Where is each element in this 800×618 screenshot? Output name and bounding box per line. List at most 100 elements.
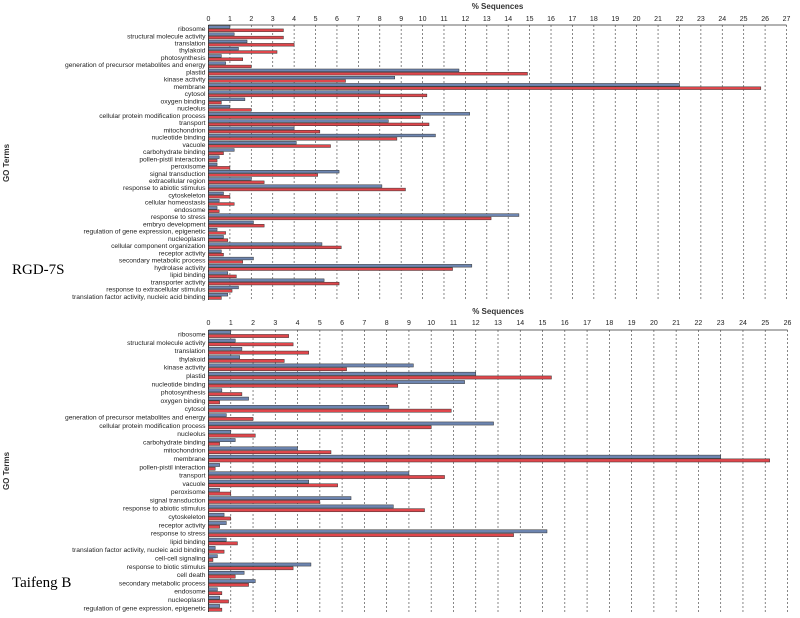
category-label: generation of precursor metabolites and … bbox=[65, 414, 206, 421]
bar-blue bbox=[208, 537, 227, 542]
category-label: cellular protein modification process bbox=[99, 113, 206, 120]
bar-blue bbox=[208, 177, 252, 181]
x-tick-label: 9 bbox=[399, 16, 403, 23]
bar-blue bbox=[208, 90, 381, 94]
bar-red bbox=[208, 274, 237, 278]
bar-blue bbox=[208, 293, 229, 297]
bar-red bbox=[208, 115, 421, 119]
x-tick-label: 4 bbox=[292, 16, 296, 23]
bar-blue bbox=[208, 521, 227, 525]
bar-red bbox=[208, 417, 254, 421]
bar-blue bbox=[208, 579, 256, 583]
x-tick-label: 10 bbox=[419, 16, 427, 23]
bar-blue bbox=[208, 371, 476, 376]
category-label: endosome bbox=[174, 207, 206, 214]
bar-red bbox=[208, 566, 294, 571]
x-tick-label: 2 bbox=[249, 16, 253, 23]
bar-blue bbox=[208, 68, 460, 72]
bar-blue bbox=[208, 546, 216, 550]
category-label: ribosome bbox=[178, 26, 206, 33]
category-label: generation of precursor metabolites and … bbox=[65, 62, 206, 69]
bar-blue bbox=[208, 75, 395, 80]
bar-red bbox=[208, 508, 425, 513]
bar-blue bbox=[208, 570, 245, 575]
x-tick-label: 20 bbox=[633, 16, 641, 23]
x-tick-label: 19 bbox=[628, 320, 636, 327]
x-tick-label: 0 bbox=[207, 16, 211, 23]
bar-blue bbox=[208, 126, 295, 130]
bar-red bbox=[208, 137, 398, 141]
bar-red bbox=[208, 524, 220, 529]
x-tick-label: 12 bbox=[461, 16, 469, 23]
category-label: photosynthesis bbox=[161, 390, 206, 397]
x-tick-label: 0 bbox=[207, 320, 211, 327]
x-tick-label: 25 bbox=[761, 320, 769, 327]
bar-blue bbox=[208, 191, 224, 196]
bar-red bbox=[208, 433, 256, 438]
bar-blue bbox=[208, 463, 220, 467]
bar-blue bbox=[208, 242, 323, 246]
category-label: nucleotide binding bbox=[152, 381, 206, 388]
bar-blue bbox=[208, 199, 220, 203]
x-tick-label: 22 bbox=[695, 320, 703, 327]
x-tick-label: 5 bbox=[314, 16, 318, 23]
category-label: thylakoid bbox=[179, 48, 206, 55]
category-label: lipid binding bbox=[170, 272, 206, 279]
bar-blue bbox=[208, 388, 223, 393]
x-tick-label: 23 bbox=[697, 16, 705, 23]
bar-red bbox=[208, 359, 285, 363]
category-label: response to stress bbox=[151, 214, 206, 221]
bar-red bbox=[208, 180, 265, 184]
bar-blue bbox=[208, 562, 312, 567]
bar-red bbox=[208, 209, 220, 213]
x-tick-label: 23 bbox=[717, 320, 725, 327]
x-tick-label: 26 bbox=[761, 16, 769, 23]
bar-blue bbox=[208, 285, 239, 290]
category-label: cytoskeleton bbox=[168, 192, 205, 199]
category-label: response to biotic stimulus bbox=[127, 564, 206, 571]
bar-blue bbox=[208, 133, 436, 138]
category-label: lipid binding bbox=[170, 539, 206, 546]
bar-blue bbox=[208, 148, 235, 152]
category-label: nucleoplasm bbox=[168, 236, 206, 243]
category-label: nucleolus bbox=[177, 106, 206, 113]
category-label: mitochondrion bbox=[163, 127, 205, 134]
bar-red bbox=[208, 158, 218, 163]
category-label: nucleoplasm bbox=[168, 597, 206, 604]
bar-blue bbox=[208, 25, 231, 29]
category-label: mitochondrion bbox=[163, 448, 205, 455]
category-label: nucleolus bbox=[177, 431, 206, 438]
category-label: regulation of gene expression, epigeneti… bbox=[84, 605, 207, 612]
bar-blue bbox=[208, 61, 226, 65]
category-label: cellular component organization bbox=[111, 243, 206, 250]
bar-red bbox=[208, 224, 265, 228]
category-label: structural molecule activity bbox=[127, 33, 206, 40]
bar-red bbox=[208, 549, 225, 554]
category-label: kinase activity bbox=[164, 365, 206, 372]
bar-blue bbox=[208, 347, 243, 351]
x-tick-label: 1 bbox=[229, 320, 233, 327]
bar-blue bbox=[208, 438, 236, 442]
bar-blue bbox=[208, 512, 225, 517]
category-label: receptor activity bbox=[159, 250, 206, 257]
bar-blue bbox=[208, 413, 227, 418]
x-tick-label: 8 bbox=[385, 320, 389, 327]
bar-red bbox=[208, 195, 231, 199]
x-tick-label: 17 bbox=[569, 16, 577, 23]
bar-blue bbox=[208, 206, 218, 210]
bar-blue bbox=[208, 249, 222, 253]
x-tick-label: 26 bbox=[784, 320, 792, 327]
bar-red bbox=[208, 122, 430, 126]
category-label: thylakoid bbox=[179, 356, 206, 363]
bar-red bbox=[208, 267, 453, 271]
bar-blue bbox=[208, 504, 394, 509]
bar-red bbox=[208, 392, 243, 396]
bar-blue bbox=[208, 396, 249, 401]
bar-red bbox=[208, 28, 284, 32]
x-tick-label: 17 bbox=[583, 320, 591, 327]
bar-blue bbox=[208, 235, 224, 239]
category-label: oxygen binding bbox=[161, 98, 206, 105]
category-label: secondary metabolic process bbox=[119, 580, 206, 587]
x-tick-label: 14 bbox=[504, 16, 512, 23]
